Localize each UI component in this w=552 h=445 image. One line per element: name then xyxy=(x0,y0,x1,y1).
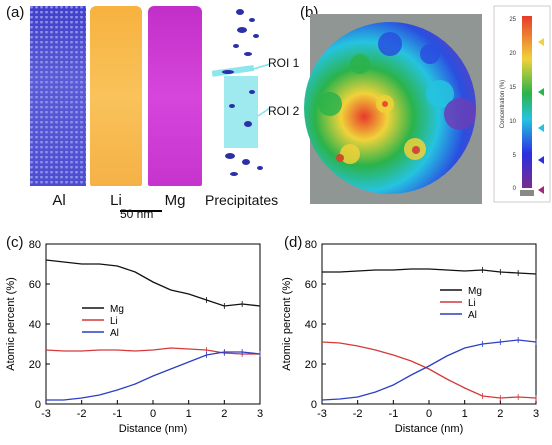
colorbar-tick: 0 xyxy=(513,186,517,192)
legend-entry-li: Li xyxy=(468,298,476,309)
y-tick-label: 80 xyxy=(29,239,41,251)
li-atom-map xyxy=(90,6,142,186)
y-tick-label: 80 xyxy=(305,239,317,251)
x-tick-label: -2 xyxy=(77,408,87,420)
precipitates-map xyxy=(212,9,263,176)
legend-entry-li: Li xyxy=(110,316,118,327)
y-tick-label: 60 xyxy=(305,279,317,291)
colorbar-tick: 20 xyxy=(509,51,516,57)
roi-callout-lines xyxy=(249,63,271,117)
colorbar xyxy=(522,16,532,188)
panel-d-label: (d) xyxy=(284,234,303,251)
y-tick-label: 40 xyxy=(29,319,41,331)
series-line-li xyxy=(321,341,537,399)
colorbar-title: Concentration (%) xyxy=(500,80,506,128)
y-tick-label: 20 xyxy=(29,359,41,371)
x-tick-label: -3 xyxy=(41,408,51,420)
y-tick-label: 0 xyxy=(35,399,41,411)
x-tick-label: 1 xyxy=(462,408,468,420)
chart-c: -3 -2 -1 0 1 2 3 0 20 40 60 80 Distance (nm) Atomic p… xyxy=(5,239,263,435)
plot-frame xyxy=(321,243,537,405)
x-tick-label: 0 xyxy=(426,408,432,420)
colorbar-tick: 15 xyxy=(509,85,516,91)
y-tick-label: 40 xyxy=(305,319,317,331)
x-tick-label: -1 xyxy=(388,408,398,420)
plot-frame xyxy=(45,243,261,405)
x-tick-label: 3 xyxy=(533,408,539,420)
roi-2-label: ROI 2 xyxy=(268,104,300,118)
y-tick-label: 60 xyxy=(29,279,41,291)
y-tick-label: 20 xyxy=(305,359,317,371)
panel-c-label: (c) xyxy=(6,234,24,251)
x-tick-label: 1 xyxy=(186,408,192,420)
x-tick-label: 3 xyxy=(257,408,263,420)
al-label: Al xyxy=(52,192,66,209)
x-tick-label: 2 xyxy=(497,408,503,420)
scale-bar-line xyxy=(120,210,162,212)
x-tick-label: -2 xyxy=(353,408,363,420)
colorbar-tick: 5 xyxy=(513,153,517,159)
x-axis-label: Distance (nm) xyxy=(119,423,187,435)
mg-label: Mg xyxy=(164,192,186,209)
colorbar-tick: 25 xyxy=(509,17,516,23)
concentration-map: 0 5 10 15 20 25 Concentration (%) xyxy=(304,5,551,204)
y-axis-label: Atomic percent (%) xyxy=(5,277,17,371)
series-line-al xyxy=(321,339,537,401)
roi-1-box xyxy=(212,64,255,77)
mg-atom-map xyxy=(148,6,202,186)
legend-entry-mg: Mg xyxy=(110,304,124,315)
x-tick-label: 2 xyxy=(221,408,227,420)
colorbar-tick: 10 xyxy=(509,119,516,125)
y-axis-label: Atomic percent (%) xyxy=(281,277,293,371)
precipitates-label: Precipitates xyxy=(205,192,279,208)
series-line-al xyxy=(46,351,261,401)
roi-2-box xyxy=(224,76,258,148)
scale-bar-label: 50 nm xyxy=(120,207,154,221)
x-tick-label: -1 xyxy=(112,408,122,420)
y-tick-label: 0 xyxy=(311,399,317,411)
series-line-li xyxy=(45,347,260,355)
legend-entry-al: Al xyxy=(110,328,119,339)
chart-d: -3 -2 -1 0 1 2 3 0 20 40 60 80 Distance (nm) Atomic p… xyxy=(281,239,539,435)
panel-a-label: (a) xyxy=(6,4,25,21)
roi-1-label: ROI 1 xyxy=(268,56,300,70)
legend-entry-mg: Mg xyxy=(468,286,482,297)
li-label: Li xyxy=(110,192,122,209)
x-tick-label: -3 xyxy=(317,408,327,420)
x-tick-label: 0 xyxy=(150,408,156,420)
x-axis-label: Distance (nm) xyxy=(395,423,463,435)
series-line-mg xyxy=(322,268,537,275)
al-atom-map xyxy=(30,6,86,186)
legend-entry-al: Al xyxy=(468,310,477,321)
series-line-mg xyxy=(45,259,261,307)
